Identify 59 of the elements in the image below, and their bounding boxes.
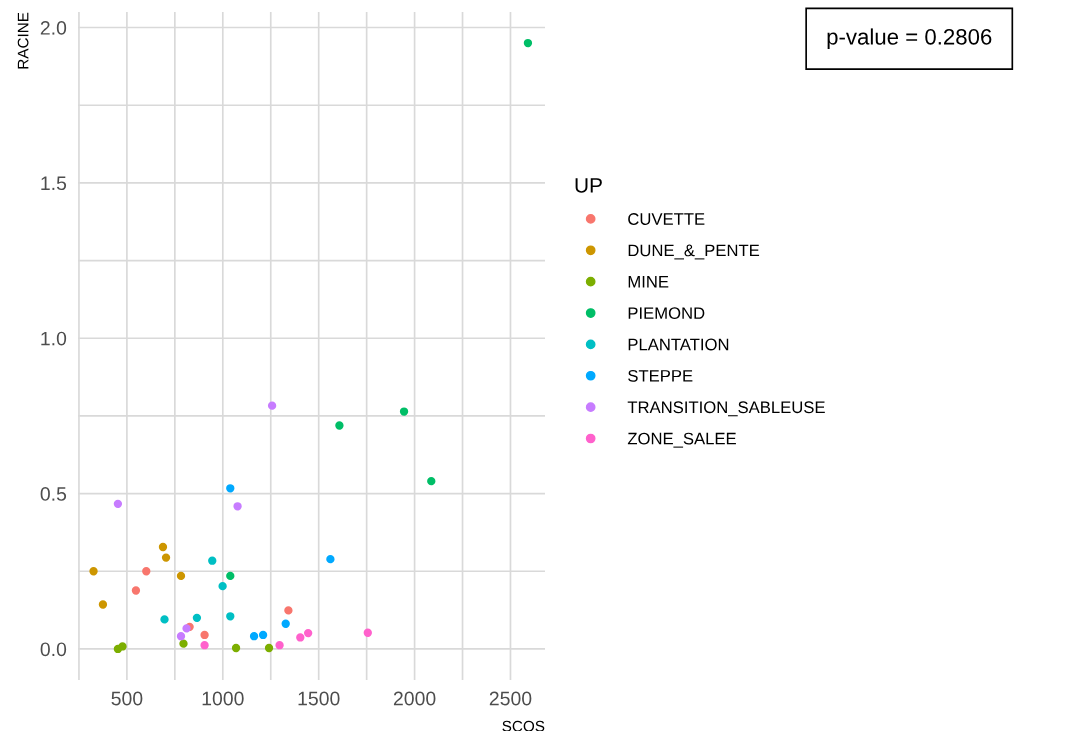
x-tick-label: 1000 — [202, 691, 244, 706]
point — [523, 38, 533, 48]
y-tick-label: 0.0 — [40, 642, 67, 657]
legend-label: CUVETTE — [628, 213, 705, 225]
point — [267, 401, 277, 410]
point — [176, 632, 186, 641]
point — [208, 556, 217, 565]
point — [281, 619, 290, 628]
point — [89, 567, 98, 576]
point — [226, 612, 235, 621]
y-axis-title: RACINE — [17, 12, 29, 69]
point — [233, 502, 242, 511]
point — [118, 642, 127, 651]
point — [231, 643, 241, 653]
point — [275, 641, 284, 650]
point — [179, 639, 188, 648]
point — [161, 553, 171, 562]
point — [258, 630, 268, 640]
point — [113, 499, 123, 508]
point — [131, 586, 141, 595]
point — [326, 554, 335, 564]
x-tick-label: 2000 — [393, 691, 436, 706]
point — [303, 628, 313, 638]
point — [176, 571, 186, 581]
point — [192, 613, 202, 623]
point — [399, 407, 409, 416]
point — [284, 606, 293, 615]
y-tick-label: 1.0 — [41, 331, 67, 346]
legend-label: STEPPE — [628, 369, 693, 382]
point — [218, 582, 227, 591]
legend-label: DUNE_&_PENTE — [628, 244, 760, 260]
legend-label: MINE — [628, 276, 669, 288]
point — [296, 633, 305, 642]
point — [200, 630, 209, 640]
point — [226, 571, 235, 581]
point — [249, 632, 259, 641]
legend-label: ZONE_SALEE — [627, 432, 736, 448]
y-tick-label: 0.5 — [40, 487, 67, 501]
text: p-value = 0.2806 — [827, 28, 992, 50]
y-tick-label: 2.0 — [40, 21, 67, 35]
point — [98, 600, 108, 609]
point — [363, 628, 372, 637]
x-tick-label: 500 — [111, 691, 143, 706]
point — [264, 643, 274, 653]
y-tick-label: 1.5 — [41, 176, 67, 191]
legend-label: TRANSITION_SABLEUSE — [627, 401, 825, 417]
legend-label: PLANTATION — [628, 338, 729, 351]
point — [200, 641, 209, 650]
point — [335, 421, 344, 430]
legend-title: UP — [575, 178, 602, 193]
point — [160, 615, 169, 624]
x-tick-label: 2500 — [489, 691, 532, 706]
point — [226, 484, 235, 493]
point — [427, 476, 436, 486]
legend-label: PIEMOND — [628, 307, 705, 320]
x-axis-title: SCOS — [502, 720, 545, 731]
point — [142, 567, 151, 576]
x-tick-label: 1500 — [298, 691, 340, 706]
point — [158, 542, 168, 552]
